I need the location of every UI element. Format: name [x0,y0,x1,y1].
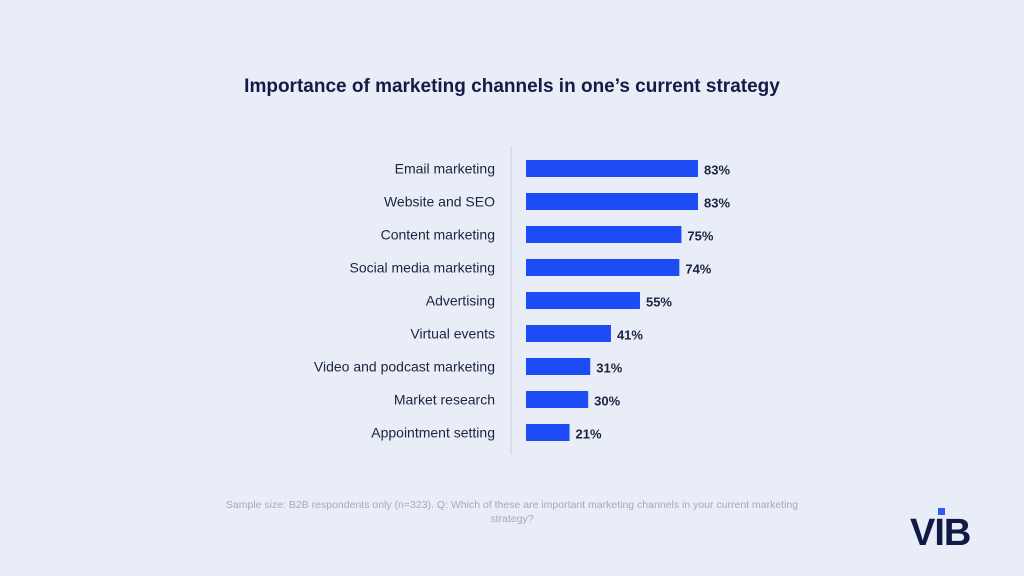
category-label: Website and SEO [384,194,495,210]
vib-logo: VIB [910,508,971,552]
value-label: 30% [594,394,620,409]
bar [526,160,698,177]
value-label: 21% [576,427,602,442]
category-label: Social media marketing [349,260,495,276]
logo-text: VIB [910,512,970,552]
category-label: Market research [394,392,495,408]
bar [526,325,611,342]
footnote: Sample size: B2B respondents only (n=323… [225,499,799,525]
category-label: Virtual events [410,326,495,342]
bar [526,391,589,408]
category-label: Content marketing [381,227,495,243]
value-label: 31% [596,361,622,376]
value-label: 83% [704,196,730,211]
bar [526,193,698,210]
bar [526,259,680,276]
value-label: 75% [687,229,713,244]
category-label: Appointment setting [371,425,495,441]
value-label: 41% [617,328,643,343]
bar [526,358,591,375]
bar-chart: Email marketing 83% Website and SEO 83% Cont… [314,146,730,455]
value-label: 55% [646,295,672,310]
bar [526,424,570,441]
bar [526,226,682,243]
category-label: Video and podcast marketing [314,359,495,375]
category-label: Advertising [426,293,495,309]
chart-title: Importance of marketing channels in one’… [244,76,780,97]
value-label: 83% [704,163,730,178]
logo-accent-square [938,508,945,515]
bar [526,292,640,309]
value-label: 74% [685,262,711,277]
category-label: Email marketing [395,161,495,177]
